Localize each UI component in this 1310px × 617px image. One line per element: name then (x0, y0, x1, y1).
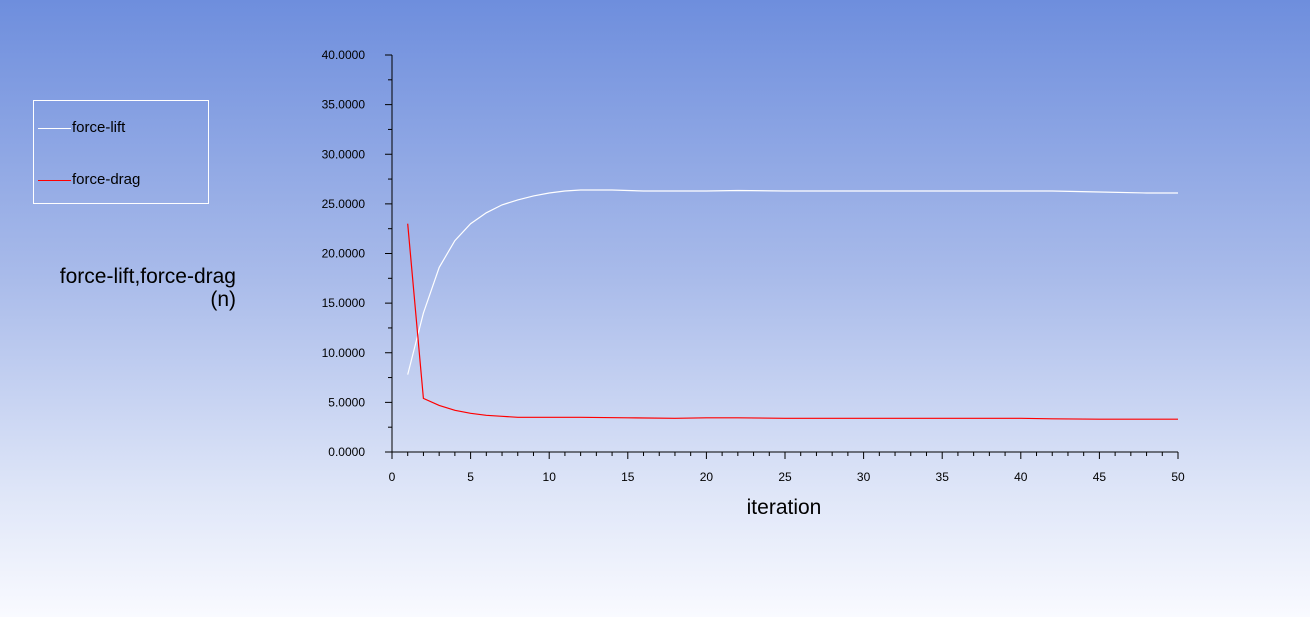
x-tick-label: 10 (543, 470, 557, 484)
y-tick-label: 15.0000 (322, 296, 366, 310)
legend-entry-force-lift: force-lift (38, 120, 125, 136)
y-tick-label: 20.0000 (322, 247, 366, 261)
y-axis-label: force-lift,force-drag (59, 265, 236, 288)
y-tick-label: 25.0000 (322, 197, 366, 211)
legend-label-force-lift: force-lift (72, 119, 126, 136)
series-line-force-drag (407, 223, 1178, 420)
x-tick-label: 20 (700, 470, 714, 484)
y-tick-label: 0.0000 (328, 445, 365, 459)
y-tick-label: 35.0000 (322, 98, 366, 112)
legend: force-lift force-drag (33, 100, 209, 204)
x-tick-label: 30 (857, 470, 871, 484)
y-tick-label: 10.0000 (322, 346, 366, 360)
y-tick-label: 30.0000 (322, 147, 366, 161)
x-tick-label: 5 (467, 470, 474, 484)
legend-swatch-force-drag (38, 179, 71, 181)
y-tick-label: 40.0000 (322, 48, 366, 62)
legend-entry-force-drag: force-drag (38, 172, 140, 188)
legend-label-force-drag: force-drag (72, 171, 141, 188)
x-tick-label: 45 (1093, 470, 1107, 484)
series-layer (407, 189, 1178, 420)
x-tick-label: 50 (1171, 470, 1185, 484)
y-tick-label: 5.0000 (328, 395, 365, 409)
legend-swatch-force-lift (38, 127, 71, 129)
x-tick-label: 15 (621, 470, 635, 484)
series-line-force-lift (407, 189, 1178, 375)
axes: 0.0000 5.0000 10.0000 15.0000 20.0000 25.0000… (322, 48, 1185, 484)
x-tick-label: 25 (778, 470, 792, 484)
x-tick-label: 40 (1014, 470, 1028, 484)
x-axis-label: iteration (746, 496, 822, 519)
x-tick-label: 0 (389, 470, 396, 484)
x-tick-label: 35 (936, 470, 950, 484)
y-axis-unit: (n) (210, 288, 236, 311)
